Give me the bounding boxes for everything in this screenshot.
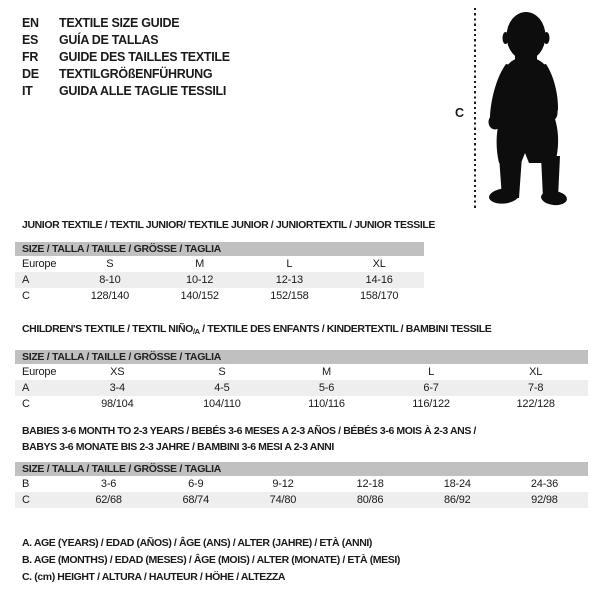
age-cell: 6-7 [423,382,439,394]
height-cell: 92/98 [531,494,558,506]
section-title-post: / TEXTILE DES ENFANTS / KINDERTEXTIL / B… [199,323,492,335]
section-childrens-textile: CHILDREN'S TEXTILE / TEXTIL NIÑO/A / TEX… [15,321,588,412]
height-cell: 158/170 [359,290,399,302]
row-label: C [22,398,30,410]
height-cell: 104/110 [203,398,241,410]
language-row-en: EN TEXTILE SIZE GUIDE [22,14,230,31]
age-cell: 7-8 [528,382,544,394]
size-cell: L [286,258,293,270]
age-cell: 3-4 [109,382,126,394]
table-row-height: C 98/104 104/110 110/116 116/122 122/128 [15,396,588,412]
height-measure-dotted-line [474,8,476,208]
size-header-label: SIZE / TALLA / TAILLE / GRÖSSE / TAGLIA [22,463,222,475]
section-title-line1: BABIES 3-6 MONTH TO 2-3 YEARS / BEBÉS 3-… [22,425,476,437]
size-cell: L [428,366,435,378]
table-row-height: C 62/68 68/74 74/80 80/86 86/92 92/98 [15,492,588,508]
age-cell: 12-13 [275,274,303,286]
age-cell: 18-24 [443,478,471,490]
size-header-label: SIZE / TALLA / TAILLE / GRÖSSE / TAGLIA [22,243,222,255]
height-cell: 116/122 [412,398,450,410]
language-row-it: IT GUIDA ALLE TAGLIE TESSILI [22,82,230,99]
row-label: C [22,290,30,302]
age-cell: 10-12 [186,274,214,286]
legend-footnotes: A. AGE (YEARS) / EDAD (AÑOS) / ÂGE (ANS)… [22,535,400,586]
table-row-europe: Europe XS S M L XL [15,364,588,380]
size-cell: S [106,258,114,270]
section-title-pre: CHILDREN'S TEXTILE / TEXTIL NIÑO [22,323,193,335]
size-header-bar: SIZE / TALLA / TAILLE / GRÖSSE / TAGLIA [15,242,424,256]
row-label: B [22,478,30,490]
table-row-age-months: B 3-6 6-9 9-12 12-18 18-24 24-36 [15,476,588,492]
footnote-age-months: B. AGE (MONTHS) / EDAD (MESES) / ÂGE (MO… [22,554,400,566]
age-cell: 24-36 [530,478,559,490]
figure-height-label: C [455,106,465,120]
height-cell: 74/80 [269,494,297,506]
language-title-list: EN TEXTILE SIZE GUIDE ES GUÍA DE TALLAS … [22,14,230,99]
row-label: A [22,274,30,286]
guide-title-de: TEXTILGRÖßENFÜHRUNG [59,66,213,81]
guide-title-es: GUÍA DE TALLAS [59,32,159,47]
size-cell: XL [372,258,386,270]
language-row-fr: FR GUIDE DES TAILLES TEXTILE [22,48,230,65]
row-label: C [22,494,30,506]
language-code: IT [22,83,33,98]
guide-title-en: TEXTILE SIZE GUIDE [59,15,180,30]
age-cell: 3-6 [100,478,117,490]
age-cell: 14-16 [365,274,393,286]
size-header-bar: SIZE / TALLA / TAILLE / GRÖSSE / TAGLIA [15,350,588,364]
height-cell: 140/152 [180,290,219,302]
table-row-age: A 3-4 4-5 5-6 6-7 7-8 [15,380,588,396]
height-cell: 152/158 [270,290,309,302]
row-label: A [22,382,30,394]
age-cell: 4-5 [214,382,230,394]
section-title-line2: BABYS 3-6 MONATE BIS 2-3 JAHRE / BAMBINI… [22,441,334,453]
size-cell: XS [110,366,125,378]
footnote-age-years: A. AGE (YEARS) / EDAD (AÑOS) / ÂGE (ANS)… [22,537,373,549]
language-row-de: DE TEXTILGRÖßENFÜHRUNG [22,65,230,82]
row-label: Europe [22,366,57,378]
height-cell: 62/68 [95,494,122,506]
language-code: DE [22,66,39,81]
height-cell: 128/140 [90,290,130,302]
height-cell: 86/92 [444,494,471,506]
age-cell: 8-10 [99,274,121,286]
age-cell: 12-18 [356,478,384,490]
section-title: JUNIOR TEXTILE / TEXTIL JUNIOR/ TEXTILE … [22,219,435,231]
height-cell: 80/86 [356,494,384,506]
row-label: Europe [22,258,57,270]
guide-title-it: GUIDA ALLE TAGLIE TESSILI [59,83,227,98]
size-cell: S [218,366,226,378]
size-header-bar: SIZE / TALLA / TAILLE / GRÖSSE / TAGLIA [15,462,588,476]
size-cell: XL [529,366,543,378]
section-title: CHILDREN'S TEXTILE / TEXTIL NIÑO/A / TEX… [22,321,588,340]
table-row-age: A 8-10 10-12 12-13 14-16 [15,272,424,288]
toddler-silhouette-icon [488,12,567,206]
table-row-height: C 128/140 140/152 152/158 158/170 [15,288,424,304]
guide-title-fr: GUIDE DES TAILLES TEXTILE [59,49,230,64]
age-cell: 5-6 [318,382,335,394]
footnote-height: C. (cm) HEIGHT / ALTURA / HAUTEUR / HÖHE… [22,571,286,583]
size-cell: M [195,258,205,270]
language-row-es: ES GUÍA DE TALLAS [22,31,230,48]
language-code: EN [22,15,39,30]
section-babies-textile: BABIES 3-6 MONTH TO 2-3 YEARS / BEBÉS 3-… [15,423,588,508]
height-cell: 98/104 [101,398,134,410]
language-code: ES [22,32,39,47]
age-cell: 9-12 [272,478,294,490]
height-cell: 68/74 [182,494,210,506]
age-cell: 6-9 [188,478,204,490]
size-cell: M [322,366,331,378]
section-junior-textile: JUNIOR TEXTILE / TEXTIL JUNIOR/ TEXTILE … [15,217,435,304]
language-code: FR [22,49,39,64]
height-cell: 110/116 [308,398,345,410]
height-cell: 122/128 [516,398,555,410]
section-title-sub: /A [192,327,200,336]
size-header-label: SIZE / TALLA / TAILLE / GRÖSSE / TAGLIA [22,351,222,363]
table-row-europe: Europe S M L XL [15,256,424,272]
